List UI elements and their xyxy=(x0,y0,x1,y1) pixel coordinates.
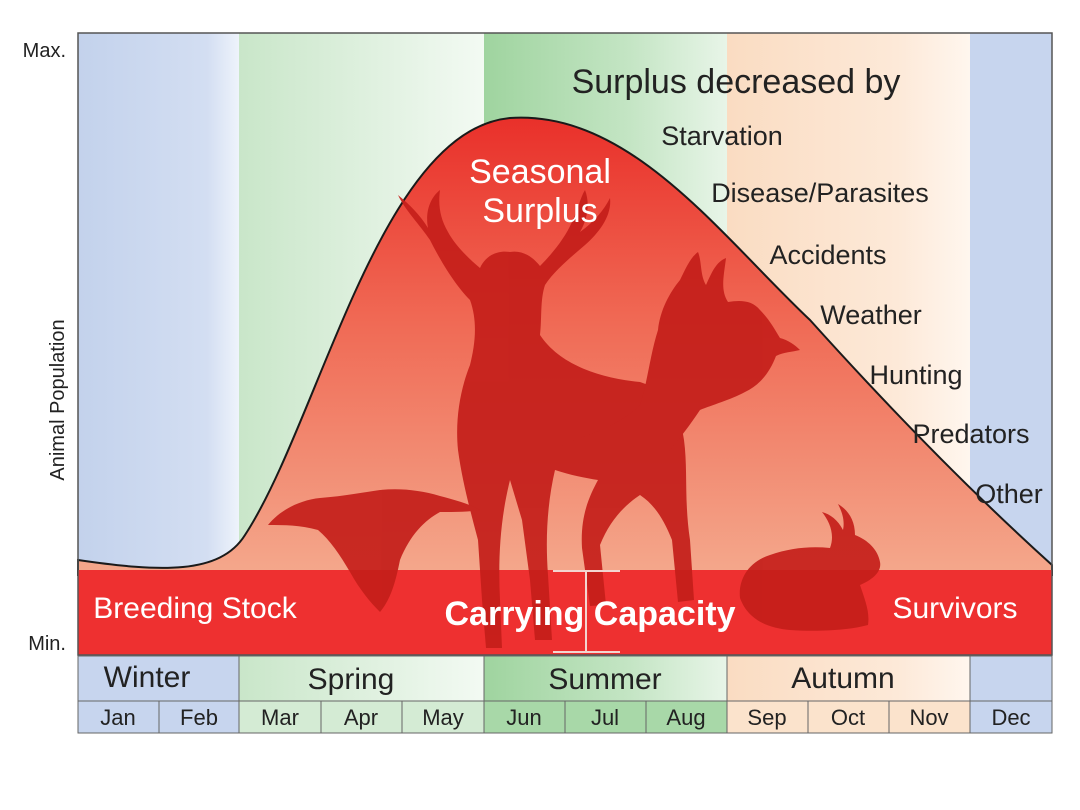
wildlife-silhouettes xyxy=(268,190,881,648)
factor-weather: Weather xyxy=(820,300,922,330)
season-label-winter: Winter xyxy=(104,661,191,694)
month-label: Feb xyxy=(180,705,218,730)
season-label-autumn: Autumn xyxy=(791,662,894,695)
month-label: May xyxy=(422,705,464,730)
capacity-bracket xyxy=(553,570,620,653)
factor-starvation: Starvation xyxy=(661,121,783,151)
season-row: Winter Spring Summer Autumn xyxy=(77,655,1053,702)
season-cell-winter xyxy=(77,655,240,702)
season-cell-spring xyxy=(238,655,485,702)
axis-max-label: Max. xyxy=(23,40,66,62)
y-axis-label: Animal Population xyxy=(47,319,69,480)
month-label: Sep xyxy=(747,705,786,730)
duck-silhouette xyxy=(268,489,480,612)
month-label: Jul xyxy=(591,705,619,730)
month-label: Jun xyxy=(506,705,541,730)
month-label: Aug xyxy=(666,705,705,730)
survivors-label: Survivors xyxy=(892,592,1017,625)
seasonal-surplus-curve xyxy=(77,116,1053,576)
factor-hunting: Hunting xyxy=(869,360,962,390)
rabbit-silhouette xyxy=(739,504,881,631)
month-label: Apr xyxy=(344,705,378,730)
carrying-capacity-label: Carrying Capacity xyxy=(445,595,736,633)
factor-predators: Predators xyxy=(912,419,1029,449)
axis-min-label: Min. xyxy=(28,633,66,655)
factor-accidents: Accidents xyxy=(769,240,886,270)
deer-silhouette xyxy=(398,190,694,648)
factor-other: Other xyxy=(975,479,1043,509)
season-cell-winter-end xyxy=(969,655,1053,702)
season-label-spring: Spring xyxy=(308,663,395,696)
season-label-summer: Summer xyxy=(548,663,661,696)
season-cell-summer xyxy=(483,655,728,702)
decrease-factor-list: Starvation Disease/Parasites Accidents W… xyxy=(661,121,1043,509)
month-row: Jan Feb Mar Apr May Jun Jul Aug Sep Oct … xyxy=(77,700,1053,734)
month-label: Dec xyxy=(991,705,1030,730)
month-label: Nov xyxy=(909,705,948,730)
decreased-by-title: Surplus decreased by xyxy=(572,63,901,101)
carrying-capacity-band xyxy=(78,570,1052,655)
winter-background xyxy=(78,33,239,655)
month-label: Jan xyxy=(100,705,135,730)
diagram-frame xyxy=(77,32,1053,656)
factor-disease-parasites: Disease/Parasites xyxy=(711,178,929,208)
seasonal-surplus-label-line1: Seasonal xyxy=(469,153,611,191)
breeding-stock-label: Breeding Stock xyxy=(93,592,297,625)
month-label: Oct xyxy=(831,705,865,730)
season-cell-autumn xyxy=(726,655,971,702)
seasonal-surplus-label-line2: Surplus xyxy=(482,192,597,230)
month-label: Mar xyxy=(261,705,299,730)
pheasant-silhouette xyxy=(560,252,800,455)
